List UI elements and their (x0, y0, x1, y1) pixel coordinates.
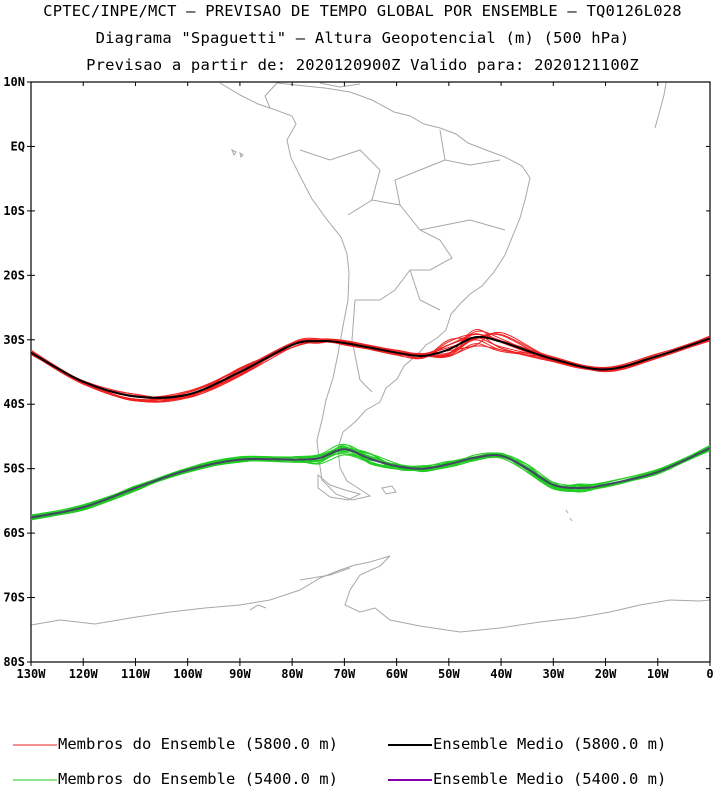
lat-tick-label: 10S (3, 204, 25, 218)
antarctica-coast (31, 555, 710, 633)
legend-red-members: Membros do Ensemble (5800.0 m) (58, 735, 338, 753)
lat-tick-label: 50S (3, 462, 25, 476)
member-line-5400 (31, 443, 710, 517)
coastlines (31, 82, 710, 633)
south-america-coast (264, 82, 531, 501)
lat-tick-label: EQ (11, 139, 25, 153)
lon-tick-label: 10W (647, 667, 669, 681)
lat-tick-label: 10N (3, 75, 25, 89)
lon-tick-label: 90W (229, 667, 251, 681)
member-line-5800 (31, 331, 710, 398)
member-line-5800 (31, 332, 710, 400)
member-line-5800 (31, 333, 710, 398)
lon-tick-label: 80W (281, 667, 303, 681)
lon-tick-label: 0 (706, 667, 713, 681)
title-line-3: Previsao a partir de: 2020120900Z Valido… (86, 56, 639, 74)
legend-mean-5400: Ensemble Medio (5400.0 m) (433, 770, 667, 788)
title-line-1: CPTEC/INPE/MCT — PREVISAO DE TEMPO GLOBA… (43, 2, 682, 20)
central-america-coast (219, 82, 271, 109)
lon-tick-label: 100W (173, 667, 203, 681)
mean-line-5400 (31, 447, 710, 519)
lon-tick-label: 60W (386, 667, 408, 681)
country-borders (299, 129, 506, 393)
legend-mean-5800: Ensemble Medio (5800.0 m) (433, 735, 667, 753)
mean-line-5800 (31, 335, 710, 399)
lon-tick-label: 120W (69, 667, 99, 681)
member-line-5800 (31, 333, 710, 398)
members-5800 (31, 329, 710, 403)
lat-tick-label: 80S (3, 655, 25, 669)
lon-tick-label: 30W (542, 667, 564, 681)
lat-tick-label: 40S (3, 397, 25, 411)
legend-green-members: Membros do Ensemble (5400.0 m) (58, 770, 338, 788)
lat-tick-label: 20S (3, 268, 25, 282)
lat-tick-label: 60S (3, 526, 25, 540)
members-5400 (31, 443, 710, 521)
lat-tick-label: 30S (3, 333, 25, 347)
lon-tick-label: 110W (121, 667, 151, 681)
title-line-2: Diagrama "Spaguetti" — Altura Geopotenci… (95, 29, 630, 47)
lat-tick-label: 70S (3, 591, 25, 605)
lon-tick-label: 70W (334, 667, 356, 681)
lon-tick-label: 20W (595, 667, 617, 681)
member-line-5800 (31, 329, 710, 399)
plot-frame (30, 81, 711, 663)
lon-tick-label: 40W (490, 667, 512, 681)
lon-tick-label: 50W (438, 667, 460, 681)
lon-tick-label: 130W (17, 667, 47, 681)
